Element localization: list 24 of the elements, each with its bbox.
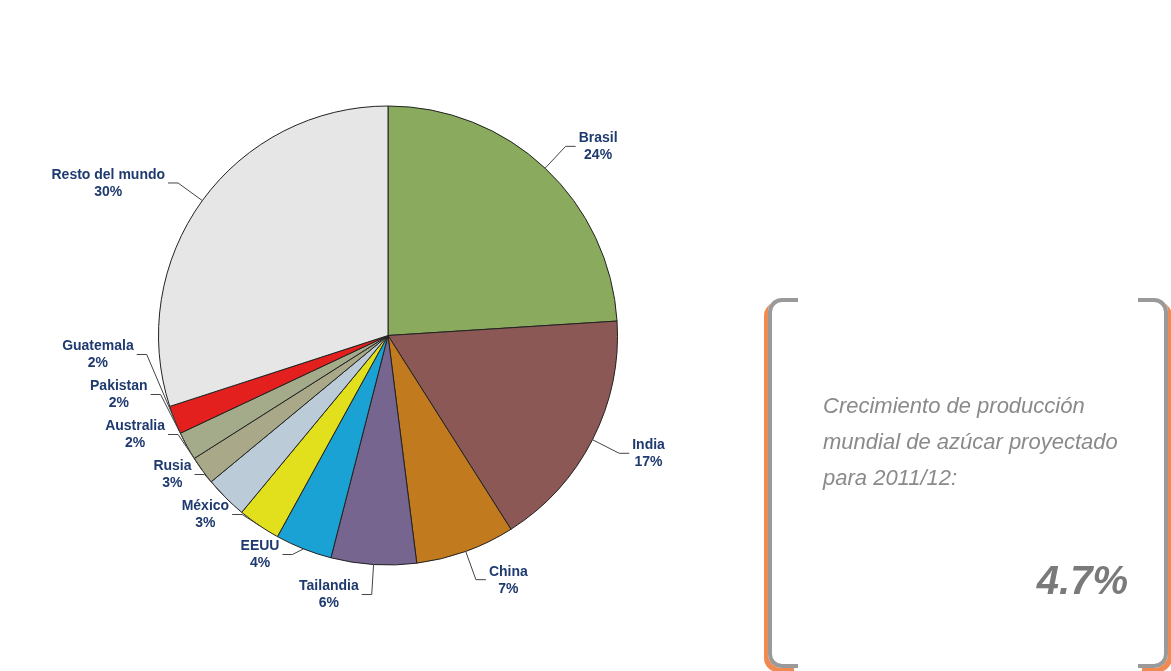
slice-label: Pakistan [90, 377, 148, 394]
slice-label: Guatemala [62, 337, 134, 354]
slice-label: India [632, 436, 666, 453]
data-label: 2% [124, 434, 146, 451]
slice-label: Brasil [578, 129, 618, 146]
slice-label: Tailandia [299, 577, 359, 594]
data-label: 3% [195, 514, 217, 531]
data-label: 2% [108, 394, 130, 411]
slice-label: China [488, 562, 529, 579]
slice-label: EEUU [240, 537, 280, 554]
slice-label: Rusia [153, 457, 192, 474]
data-label: 7% [498, 579, 520, 596]
slice-label: Australia [105, 417, 166, 434]
slice-label: México [181, 497, 230, 514]
data-label: 2% [87, 354, 109, 371]
data-label: 17% [634, 453, 664, 470]
text: Crecimiento de producción mundial de azúcar proyectado para 2011/12: [823, 392, 1119, 492]
data-label: 4% [249, 554, 271, 571]
slice-label: Resto del mundo [51, 165, 166, 182]
text: 4.7% [1036, 558, 1128, 603]
data-label: 24% [584, 146, 613, 163]
data-label: 6% [318, 594, 340, 611]
data-label: 3% [162, 474, 184, 491]
data-label: 30% [94, 182, 123, 199]
